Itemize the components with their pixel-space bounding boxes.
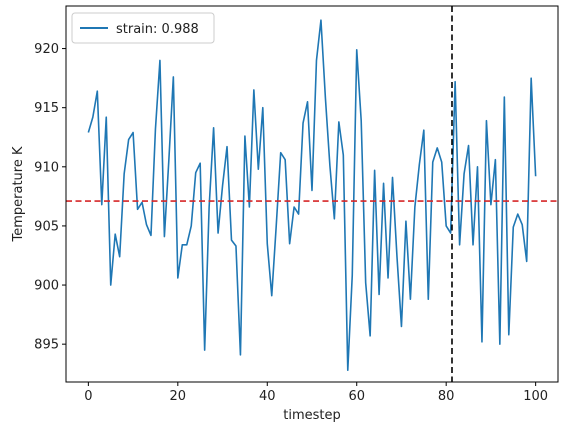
x-axis-label: timestep — [283, 408, 341, 423]
plot-area — [66, 6, 558, 382]
x-tick-label: 20 — [170, 389, 187, 404]
x-tick-label: 100 — [523, 389, 548, 404]
legend-box — [71, 12, 215, 44]
y-tick-label: 905 — [34, 219, 59, 234]
y-axis: 895 900 905 910 915 920 — [34, 42, 66, 353]
x-axis: 0 20 40 60 80 100 — [84, 382, 548, 404]
series-line — [87, 19, 537, 371]
legend-label: strain: 0.988 — [116, 22, 199, 37]
plot-frame — [65, 5, 559, 383]
y-tick-label: 895 — [34, 338, 59, 353]
y-axis-label: Temperature K — [11, 146, 26, 242]
y-tick-label: 915 — [34, 101, 59, 116]
y-tick-label: 900 — [34, 279, 59, 294]
x-tick-label: 60 — [348, 389, 365, 404]
x-tick-label: 80 — [438, 389, 455, 404]
x-tick-label: 0 — [84, 389, 92, 404]
legend: strain: 0.988 — [71, 12, 215, 44]
y-tick-label: 920 — [34, 42, 59, 57]
x-tick-label: 40 — [259, 389, 276, 404]
y-tick-label: 910 — [34, 160, 59, 175]
